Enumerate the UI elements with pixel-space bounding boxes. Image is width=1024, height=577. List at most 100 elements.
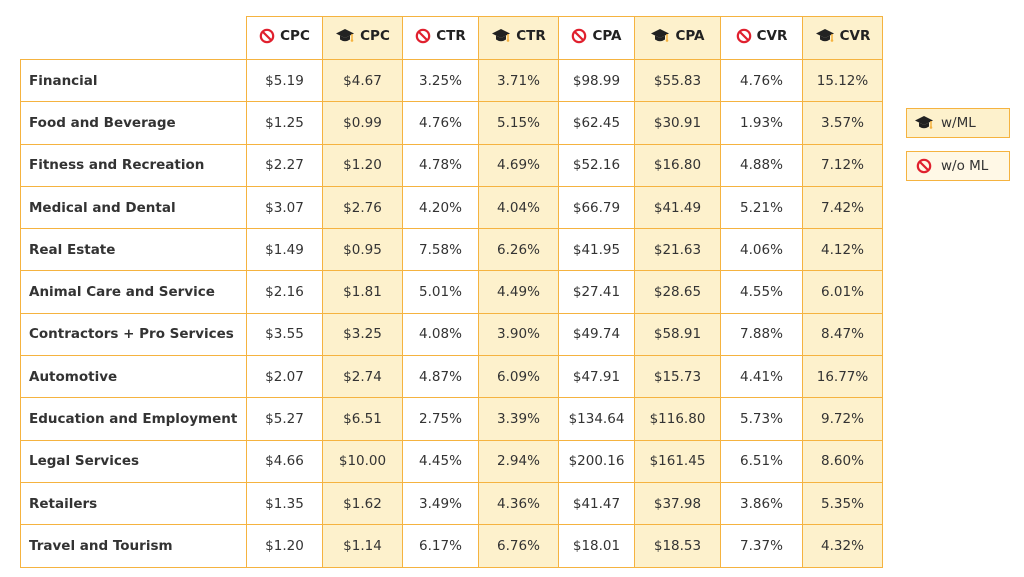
column-header-label: CVR <box>839 28 871 44</box>
column-header-cpc-with-ml: CPC <box>322 16 403 60</box>
table-cell: $55.83 <box>634 58 721 103</box>
table-row: Automotive $2.07 $2.74 4.87% 6.09% $47.91 $15.… <box>20 355 883 399</box>
table-row: Medical and Dental $3.07 $2.76 4.20% 4.04% $6… <box>20 185 883 230</box>
table-cell: 4.45% <box>402 439 479 483</box>
table-cell: 5.35% <box>802 481 883 526</box>
prohibited-icon <box>572 28 587 44</box>
table-cell: 4.76% <box>720 58 803 103</box>
table-cell: $116.80 <box>634 397 721 441</box>
table-row: Contractors + Pro Services $3.55 $3.25 4.08… <box>20 312 883 357</box>
table-cell: 7.58% <box>402 228 479 272</box>
table-cell: 3.90% <box>478 312 559 357</box>
table-cell: 4.32% <box>802 524 883 568</box>
table-cell: 4.06% <box>720 228 803 272</box>
table-cell: $3.25 <box>322 312 403 357</box>
table-cell: $16.80 <box>634 143 721 187</box>
table-cell: 6.76% <box>478 524 559 568</box>
table-cell: $134.64 <box>558 397 635 441</box>
table-cell: $5.19 <box>246 58 323 103</box>
table-row: Retailers $1.35 $1.62 3.49% 4.36% $41.47 $37.9… <box>20 481 883 526</box>
table-cell: $1.62 <box>322 481 403 526</box>
row-label: Financial <box>20 58 247 103</box>
table-row: Animal Care and Service $2.16 $1.81 5.01% 4.… <box>20 270 883 314</box>
graduation-cap-icon <box>915 116 933 129</box>
table-cell: $30.91 <box>634 101 721 145</box>
column-header-cpa-with-ml: CPA <box>634 16 721 60</box>
table-cell: 4.78% <box>402 143 479 187</box>
row-label: Contractors + Pro Services <box>20 312 247 357</box>
table-cell: $98.99 <box>558 58 635 103</box>
table-cell: 4.55% <box>720 270 803 314</box>
table-cell: 4.20% <box>402 185 479 230</box>
table-cell: 6.09% <box>478 355 559 399</box>
table-cell: 6.01% <box>802 270 883 314</box>
legend-label: w/o ML <box>941 158 989 174</box>
row-label: Travel and Tourism <box>20 524 247 568</box>
table-cell: $1.35 <box>246 481 323 526</box>
table-cell: 4.76% <box>402 101 479 145</box>
column-header-cpa-without-ml: CPA <box>558 16 635 60</box>
table-cell: $21.63 <box>634 228 721 272</box>
table-cell: 4.87% <box>402 355 479 399</box>
table-cell: 3.57% <box>802 101 883 145</box>
table-cell: $62.45 <box>558 101 635 145</box>
table-cell: 3.25% <box>402 58 479 103</box>
table-cell: 5.21% <box>720 185 803 230</box>
column-header-label: CPA <box>675 28 705 44</box>
table-cell: $1.20 <box>322 143 403 187</box>
table-row: Financial $5.19 $4.67 3.25% 3.71% $98.99 $55.8… <box>20 58 883 103</box>
prohibited-icon <box>415 28 431 44</box>
table-cell: $66.79 <box>558 185 635 230</box>
table-cell: $41.49 <box>634 185 721 230</box>
table-cell: $18.53 <box>634 524 721 568</box>
row-label: Food and Beverage <box>20 101 247 145</box>
table-cell: $58.91 <box>634 312 721 357</box>
table-cell: $6.51 <box>322 397 403 441</box>
table-cell: $0.95 <box>322 228 403 272</box>
graduation-cap-icon <box>815 29 834 42</box>
column-header-cvr-without-ml: CVR <box>720 16 803 60</box>
column-header-label: CTR <box>436 28 466 44</box>
legend-label: w/ML <box>941 115 976 131</box>
header-corner <box>20 16 247 60</box>
table-cell: 9.72% <box>802 397 883 441</box>
legend-item-without-ml: w/o ML <box>906 151 1010 181</box>
table-cell: $2.27 <box>246 143 323 187</box>
row-label: Automotive <box>20 355 247 399</box>
table-cell: $18.01 <box>558 524 635 568</box>
column-header-label: CPC <box>280 28 310 44</box>
header-row: CPC CPC CTR CTR CPA CPA CVR CVR <box>20 16 883 60</box>
table-cell: 3.49% <box>402 481 479 526</box>
table-row: Real Estate $1.49 $0.95 7.58% 6.26% $41.95 $21… <box>20 228 883 272</box>
table-cell: $1.20 <box>246 524 323 568</box>
table-cell: 4.41% <box>720 355 803 399</box>
table-cell: $1.81 <box>322 270 403 314</box>
column-header-ctr-with-ml: CTR <box>478 16 559 60</box>
prohibited-icon <box>916 158 932 174</box>
table-cell: $2.07 <box>246 355 323 399</box>
graduation-cap-icon <box>492 29 511 42</box>
legend-swatch <box>907 114 941 132</box>
table-cell: $5.27 <box>246 397 323 441</box>
table-cell: $3.07 <box>246 185 323 230</box>
table-cell: 8.60% <box>802 439 883 483</box>
table-cell: 15.12% <box>802 58 883 103</box>
table-cell: $52.16 <box>558 143 635 187</box>
row-label: Real Estate <box>20 228 247 272</box>
table-cell: 4.36% <box>478 481 559 526</box>
table-cell: $1.25 <box>246 101 323 145</box>
table-cell: $47.91 <box>558 355 635 399</box>
table-cell: 3.71% <box>478 58 559 103</box>
table-cell: $4.66 <box>246 439 323 483</box>
column-header-label: CPC <box>360 28 390 44</box>
table-cell: $28.65 <box>634 270 721 314</box>
row-label: Medical and Dental <box>20 185 247 230</box>
table-cell: $41.95 <box>558 228 635 272</box>
table-row: Food and Beverage $1.25 $0.99 4.76% 5.15% $62… <box>20 101 883 145</box>
row-label: Animal Care and Service <box>20 270 247 314</box>
table-cell: 4.69% <box>478 143 559 187</box>
prohibited-icon <box>259 28 275 44</box>
table-cell: 5.73% <box>720 397 803 441</box>
table-cell: $4.67 <box>322 58 403 103</box>
table-cell: $37.98 <box>634 481 721 526</box>
